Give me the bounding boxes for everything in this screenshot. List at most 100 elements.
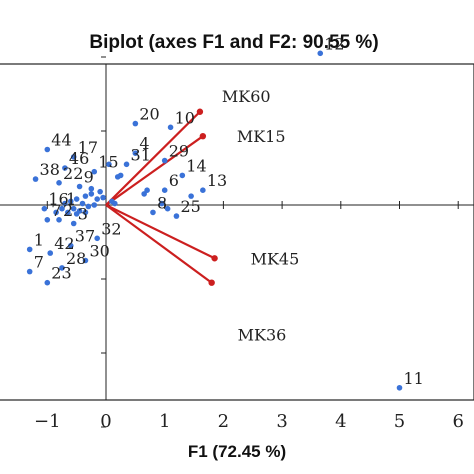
data-point — [112, 200, 118, 207]
data-point — [73, 196, 80, 202]
point-label: 32 — [101, 219, 121, 238]
data-point — [82, 209, 89, 216]
plot-frame — [0, 63, 474, 401]
x-tick-label: 2 — [218, 411, 229, 432]
data-point — [32, 176, 39, 182]
data-point — [158, 200, 165, 207]
point-label: 10 — [175, 108, 195, 127]
point-label: 1 — [34, 230, 44, 249]
data-point — [70, 154, 77, 160]
data-point — [59, 265, 65, 271]
point-label: 23 — [51, 264, 71, 283]
vector-mk15 — [105, 135, 204, 206]
point-label: 15 — [98, 153, 118, 172]
data-point — [173, 213, 180, 219]
x-tick-label: −1 — [34, 411, 61, 432]
data-point — [65, 209, 71, 216]
data-point — [164, 205, 171, 212]
point-label: 25 — [180, 197, 200, 216]
data-point — [150, 209, 156, 216]
x-tick-label: 6 — [452, 411, 463, 432]
data-point — [88, 185, 95, 192]
vector-tip — [208, 279, 215, 286]
data-point — [117, 172, 124, 179]
data-point — [94, 196, 100, 202]
x-tick-label: 1 — [159, 411, 170, 432]
data-point — [179, 172, 186, 179]
variable-vectors: MK60 MK15 MK45 MK36 — [105, 87, 299, 345]
point-label: 37 — [75, 227, 95, 246]
point-label: 2 — [63, 201, 73, 220]
data-point — [44, 146, 51, 153]
point-label: 12 — [324, 34, 344, 53]
point-label: 7 — [51, 201, 61, 220]
point-label: 31 — [131, 145, 151, 164]
data-point — [200, 187, 206, 193]
data-point — [106, 161, 112, 168]
point-label: 11 — [404, 369, 424, 388]
data-point — [144, 187, 150, 193]
data-point — [82, 193, 89, 199]
vector-mk36 — [105, 204, 213, 284]
point-label: 20 — [139, 105, 159, 124]
data-point — [41, 205, 48, 212]
x-tick-label: 3 — [276, 411, 287, 432]
x-tick-label: 0 — [100, 411, 111, 432]
data-point — [70, 220, 77, 227]
vector-label: MK60 — [222, 87, 271, 106]
point-label: 6 — [169, 171, 179, 190]
point-label: 42 — [54, 234, 74, 253]
point-label: 16 — [48, 190, 68, 209]
vector-mk45 — [105, 204, 216, 260]
data-point — [123, 161, 130, 168]
data-point — [85, 203, 92, 210]
data-point — [76, 183, 83, 190]
point-label: 8 — [157, 193, 167, 212]
point-label: 46 — [69, 149, 89, 168]
point-label: 4 — [139, 134, 149, 153]
x-tick-label: 4 — [335, 411, 346, 432]
chart-title: Biplot (axes F1 and F2: 90.55 %) — [89, 32, 378, 53]
vector-mk60 — [105, 110, 201, 206]
x-tick-labels: −1 0 1 2 3 4 5 6 — [34, 411, 464, 432]
point-label: 28 — [66, 249, 86, 268]
data-point — [56, 217, 62, 223]
point-label: 14 — [186, 156, 206, 175]
vector-tip — [196, 108, 204, 115]
data-point — [167, 124, 174, 131]
vector-label: MK36 — [238, 326, 287, 345]
data-point — [97, 188, 103, 195]
data-point — [59, 205, 65, 212]
data-point — [132, 120, 139, 127]
point-label: 1 — [66, 190, 76, 209]
data-point — [62, 200, 68, 207]
data-point — [396, 384, 403, 391]
point-label: 29 — [169, 142, 189, 161]
vector-tip — [199, 132, 207, 140]
point-label: 7 — [34, 253, 44, 272]
data-point — [53, 209, 59, 216]
data-point — [91, 202, 98, 208]
data-point — [73, 211, 80, 217]
data-point — [94, 235, 100, 242]
point-label: 30 — [89, 242, 109, 261]
data-point — [188, 193, 194, 199]
data-point — [26, 268, 33, 275]
point-label: 22 — [63, 164, 83, 183]
data-point — [62, 165, 68, 171]
point-label: 44 — [51, 131, 71, 150]
data-point — [70, 205, 77, 212]
vector-tip — [211, 255, 218, 262]
point-label: 17 — [78, 138, 98, 157]
point-label: 38 — [40, 160, 60, 179]
data-point — [44, 217, 51, 223]
data-point — [88, 191, 95, 197]
data-point — [100, 194, 106, 201]
data-point — [56, 180, 62, 186]
x-axis-label: F1 (72.45 %) — [188, 442, 286, 461]
x-tick-label: 5 — [394, 411, 405, 432]
data-point — [47, 250, 54, 256]
data-point — [161, 157, 168, 164]
